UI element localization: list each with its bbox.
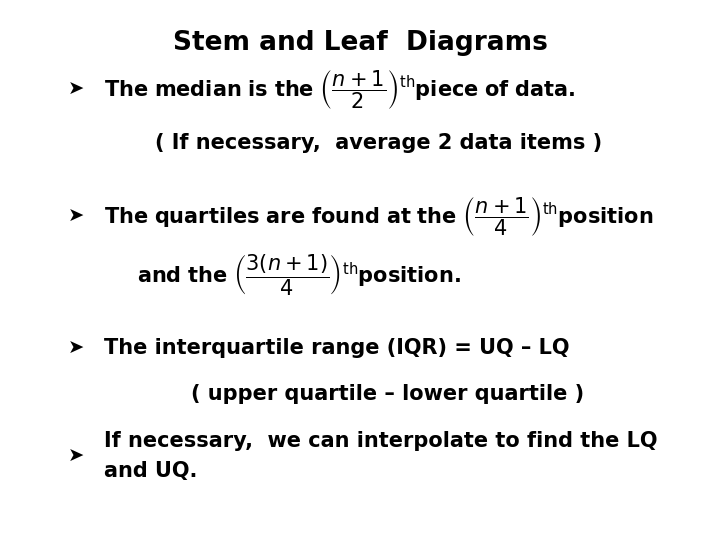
Text: ( upper quartile – lower quartile ): ( upper quartile – lower quartile ) (191, 384, 584, 404)
Text: ➤: ➤ (68, 79, 84, 99)
Text: ( If necessary,  average 2 data items ): ( If necessary, average 2 data items ) (155, 133, 602, 153)
Text: ➤: ➤ (68, 339, 84, 358)
Text: $\mathrm{\bf The\ median\ is\ the\ }$$\left(\dfrac{n+1}{2}\right)^{\mathrm{th}}$: $\mathrm{\bf The\ median\ is\ the\ }$$\l… (104, 68, 576, 111)
Text: The interquartile range (IQR) = UQ – LQ: The interquartile range (IQR) = UQ – LQ (104, 338, 570, 359)
Text: $\mathrm{\bf The\ quartiles\ are\ found\ at\ the\ }$$\left(\dfrac{n+1}{4}\right): $\mathrm{\bf The\ quartiles\ are\ found\… (104, 194, 654, 238)
Text: If necessary,  we can interpolate to find the LQ: If necessary, we can interpolate to find… (104, 431, 658, 451)
Text: Stem and Leaf  Diagrams: Stem and Leaf Diagrams (173, 30, 547, 56)
Text: ➤: ➤ (68, 447, 84, 466)
Text: and UQ.: and UQ. (104, 461, 198, 481)
Text: ➤: ➤ (68, 206, 84, 226)
Text: $\mathrm{\bf and\ the\ }$$\left(\dfrac{3(n+1)}{4}\right)^{\mathrm{th}}$$\mathrm{: $\mathrm{\bf and\ the\ }$$\left(\dfrac{3… (137, 253, 461, 298)
